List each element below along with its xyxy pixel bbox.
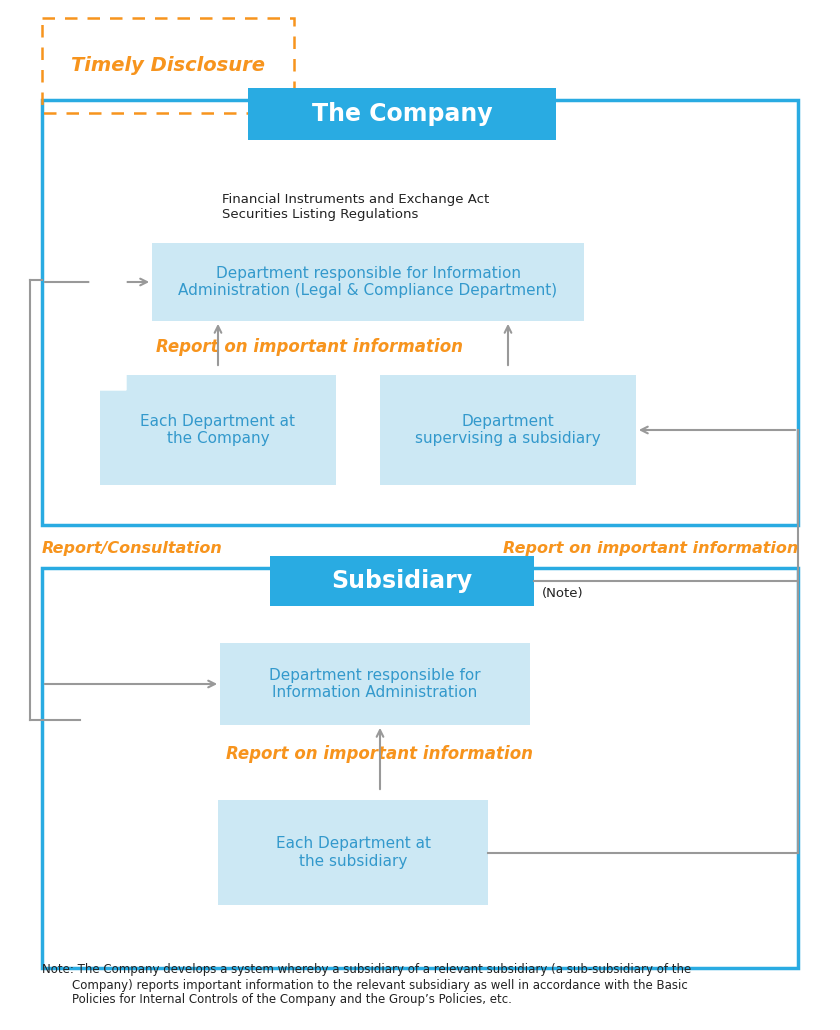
Text: Each Department at
the subsidiary: Each Department at the subsidiary bbox=[276, 836, 431, 868]
Text: Report on important information: Report on important information bbox=[227, 745, 533, 763]
Text: Report on important information: Report on important information bbox=[503, 541, 798, 555]
Bar bbox=[218, 800, 488, 905]
Text: Subsidiary: Subsidiary bbox=[332, 569, 473, 593]
Bar bbox=[380, 375, 636, 485]
Text: The Company: The Company bbox=[312, 102, 492, 126]
Text: Department responsible for
Information Administration: Department responsible for Information A… bbox=[269, 667, 480, 700]
Bar bbox=[42, 18, 294, 113]
Bar bbox=[42, 568, 798, 968]
FancyArrow shape bbox=[79, 148, 137, 390]
Bar bbox=[152, 243, 584, 321]
Text: Financial Instruments and Exchange Act
Securities Listing Regulations: Financial Instruments and Exchange Act S… bbox=[222, 193, 489, 221]
Text: Timely Disclosure: Timely Disclosure bbox=[71, 56, 265, 75]
Text: Report on important information: Report on important information bbox=[156, 338, 464, 356]
Text: Report/Consultation: Report/Consultation bbox=[42, 541, 223, 555]
Bar bbox=[248, 88, 556, 140]
Text: Each Department at
the Company: Each Department at the Company bbox=[140, 414, 296, 446]
Bar bbox=[270, 556, 534, 606]
Text: Note: The Company develops a system whereby a subsidiary of a relevant subsidiar: Note: The Company develops a system wher… bbox=[42, 963, 691, 1006]
Bar bbox=[42, 100, 798, 525]
Bar bbox=[220, 643, 530, 725]
Text: Department
supervising a subsidiary: Department supervising a subsidiary bbox=[415, 414, 601, 446]
Text: (Note): (Note) bbox=[542, 587, 584, 600]
Text: Department responsible for Information
Administration (Legal & Compliance Depart: Department responsible for Information A… bbox=[178, 266, 558, 299]
Bar bbox=[100, 375, 336, 485]
